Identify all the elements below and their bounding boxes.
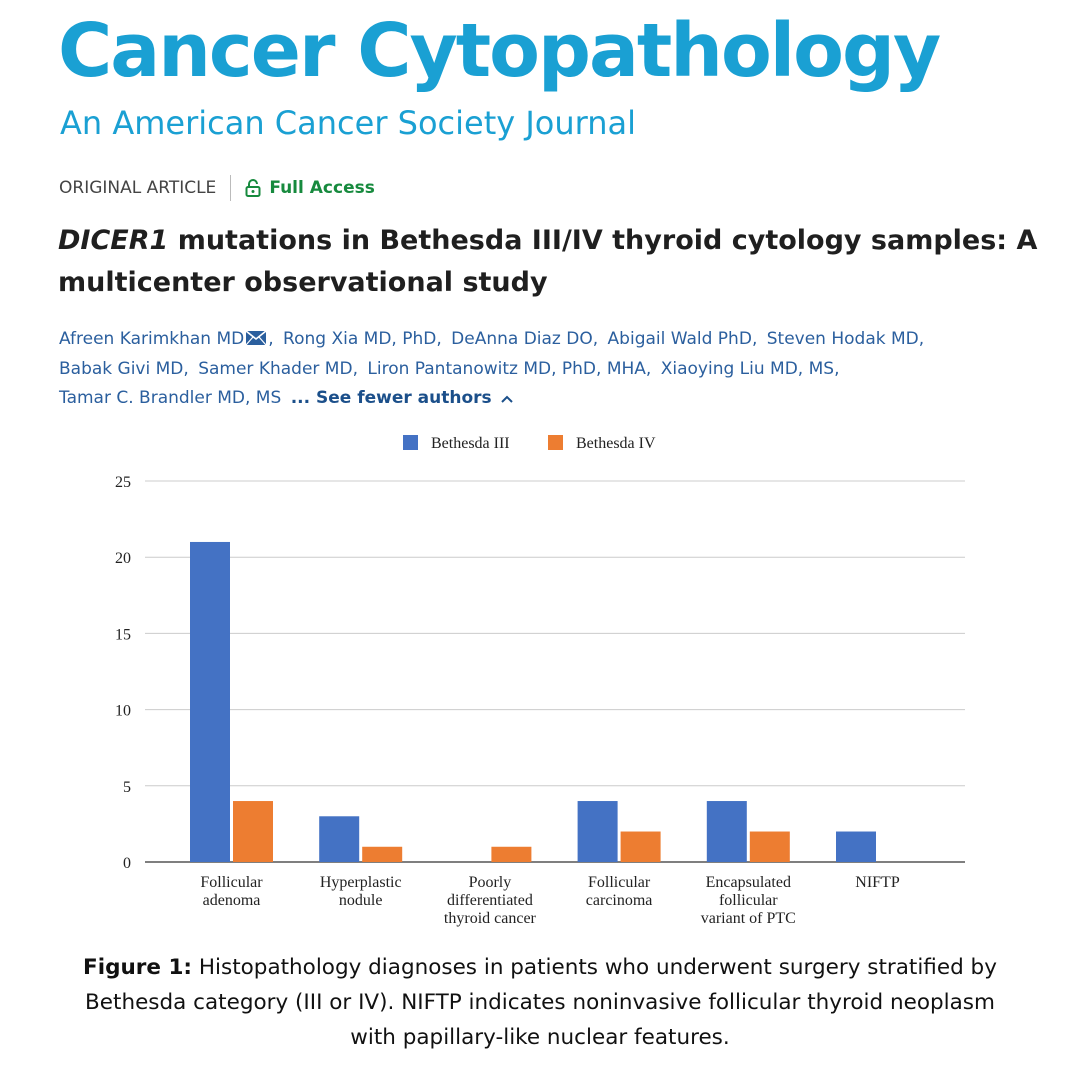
article-title: DICER1 mutations in Bethesda III/IV thyr…: [58, 220, 1058, 304]
article-title-text: mutations in Bethesda III/IV thyroid cyt…: [58, 225, 1038, 298]
see-fewer-authors-button[interactable]: ... See fewer authors: [291, 384, 514, 414]
meta-divider: [230, 175, 232, 201]
article-type: ORIGINAL ARTICLE: [59, 178, 217, 198]
x-tick-label: Poorly differentiated thyroid cancer: [444, 874, 537, 927]
legend-swatch-2: [548, 435, 563, 450]
article-meta: ORIGINAL ARTICLE Full Access: [59, 175, 375, 201]
x-tick-label: Encapsulated follicular variant of PTC: [701, 874, 796, 927]
article-title-gene: DICER1: [58, 225, 169, 256]
author-link[interactable]: Liron Pantanowitz MD, PhD, MHA,: [367, 358, 652, 379]
figure-caption: Figure 1: Histopathology diagnoses in pa…: [70, 950, 1010, 1055]
y-tick-label: 15: [115, 626, 131, 643]
author-link[interactable]: Rong Xia MD, PhD,: [283, 329, 442, 349]
envelope-icon[interactable]: [245, 330, 267, 346]
x-axis-labels: Follicular adenoma Hyperplastic nodule Poorl…: [200, 874, 899, 927]
legend-label-1: Bethesda III: [431, 435, 510, 452]
author-link[interactable]: Abigail Wald PhD,: [607, 329, 758, 349]
journal-subtitle: An American Cancer Society Journal: [60, 104, 637, 142]
chevron-up-icon: [500, 395, 513, 403]
bar-bethesda-iii: [836, 831, 876, 862]
chart-gridlines: [145, 480, 965, 863]
y-tick-label: 10: [115, 703, 131, 720]
y-tick-label: 20: [115, 550, 131, 567]
chart-legend: Bethesda III Bethesda IV: [403, 435, 656, 452]
bar-bethesda-iii: [706, 801, 747, 862]
bar-bethesda-iv: [233, 801, 273, 862]
author-link[interactable]: Xiaoying Liu MD, MS,: [660, 358, 840, 379]
full-access-badge: Full Access: [245, 178, 375, 198]
author-link[interactable]: Babak Givi MD,: [59, 358, 189, 379]
figure-caption-text: Histopathology diagnoses in patients who…: [85, 955, 997, 1050]
author-link[interactable]: Afreen Karimkhan MD,: [59, 329, 274, 349]
x-tick-label: Follicular adenoma: [200, 874, 263, 909]
author-link[interactable]: Steven Hodak MD,: [766, 329, 925, 349]
figure-caption-label: Figure 1:: [83, 955, 193, 980]
journal-title: Cancer Cytopathology: [58, 8, 941, 94]
y-tick-label: 0: [123, 855, 131, 872]
bar-chart: Bethesda III Bethesda IV 0 5 10 15 20 25 Folli…: [115, 435, 965, 927]
legend-label-2: Bethesda IV: [576, 435, 656, 452]
author-link[interactable]: Tamar C. Brandler MD, MS: [59, 388, 282, 408]
full-access-label: Full Access: [269, 178, 375, 198]
x-tick-label: Hyperplastic nodule: [320, 874, 402, 909]
unlock-icon: [245, 179, 261, 197]
author-link[interactable]: Samer Khader MD,: [198, 358, 358, 379]
y-tick-label: 5: [123, 779, 131, 796]
bar-bethesda-iii: [190, 541, 230, 862]
y-tick-label: 25: [115, 474, 131, 491]
author-link[interactable]: DeAnna Diaz DO,: [451, 329, 599, 349]
bar-bethesda-iv: [491, 846, 532, 862]
x-tick-label: Follicular carcinoma: [586, 874, 653, 909]
bar-bethesda-iv: [749, 831, 790, 862]
author-list: Afreen Karimkhan MD, Rong Xia MD, PhD, D…: [59, 325, 1059, 414]
x-tick-label: NIFTP: [855, 874, 900, 891]
bar-bethesda-iii: [577, 801, 618, 862]
y-axis-ticks: 0 5 10 15 20 25: [115, 474, 131, 872]
bar-bethesda-iv: [620, 831, 661, 862]
chart-bars: [190, 541, 876, 862]
bar-bethesda-iii: [319, 816, 360, 862]
bar-bethesda-iv: [362, 846, 403, 862]
legend-swatch-1: [403, 435, 418, 450]
